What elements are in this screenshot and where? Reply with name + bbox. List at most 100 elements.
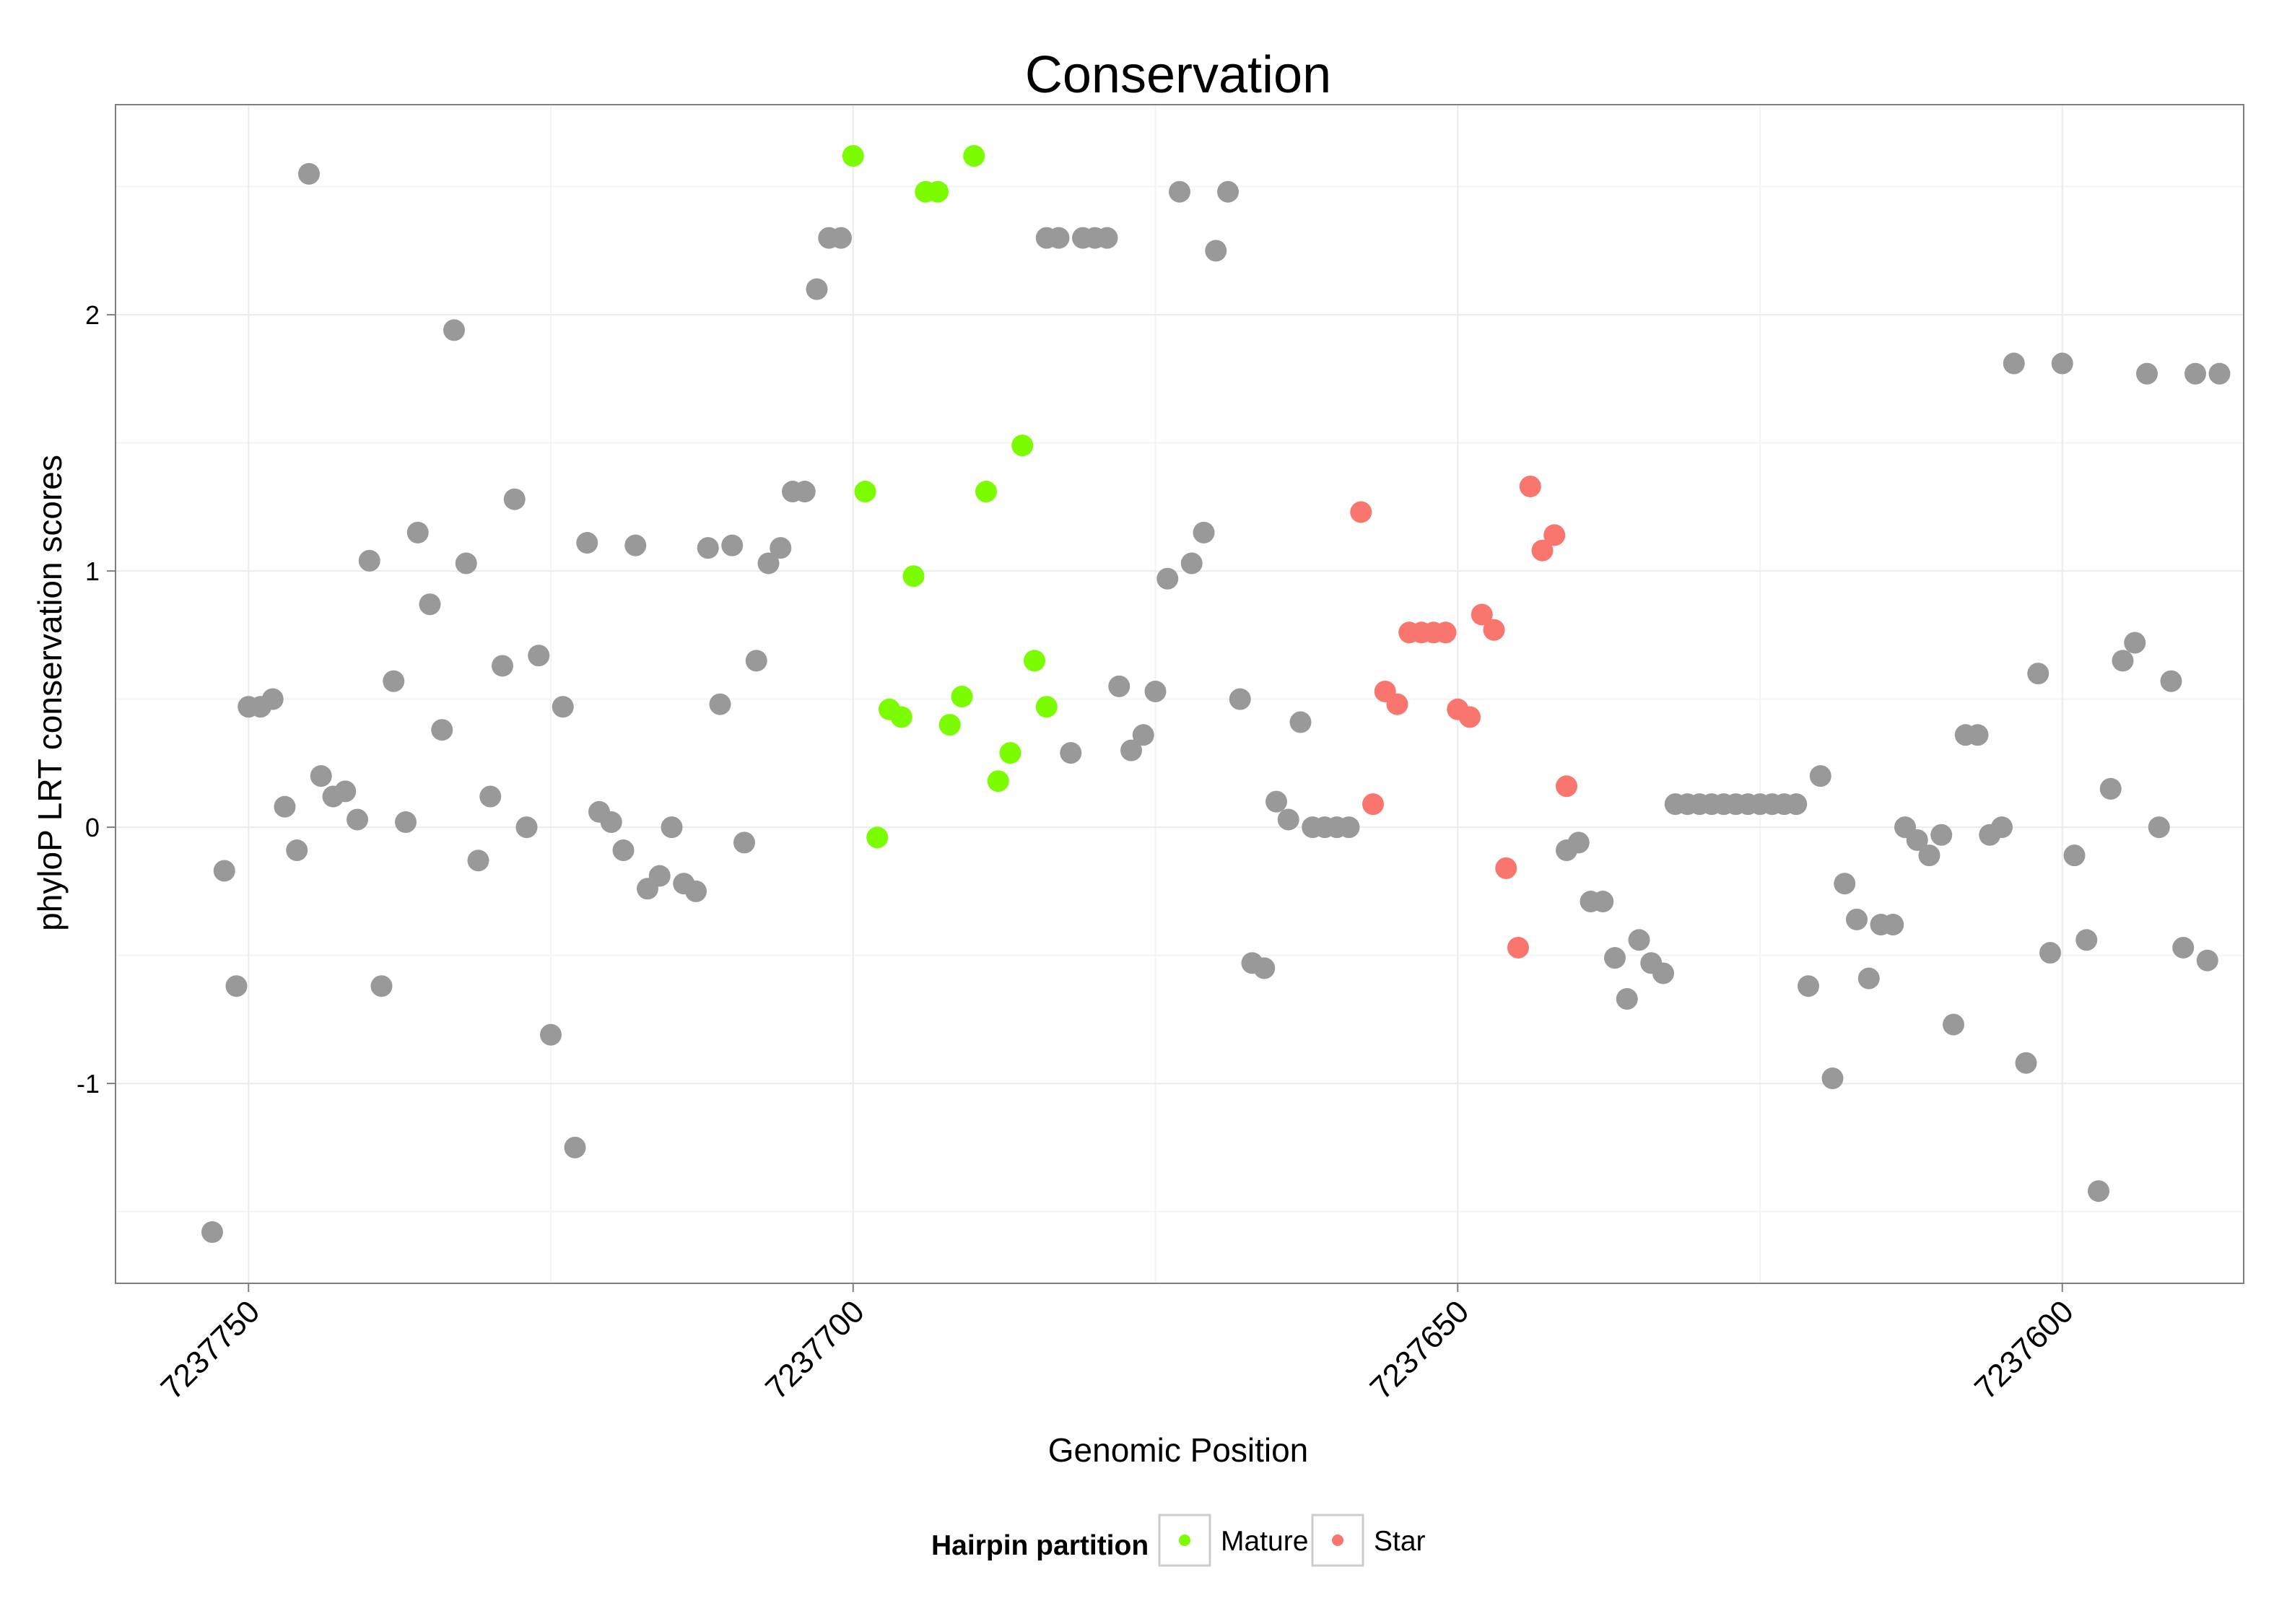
- data-point-other: [1846, 908, 1868, 930]
- data-point-other: [1096, 227, 1118, 249]
- data-point-other: [1156, 567, 1179, 590]
- data-point-star: [1386, 693, 1408, 715]
- data-point-other: [2003, 352, 2025, 375]
- data-point-other: [2063, 844, 2086, 867]
- data-point-other: [1930, 824, 1953, 846]
- data-point-mature: [1024, 650, 1045, 672]
- data-point-other: [576, 532, 598, 554]
- data-point-mature: [951, 686, 973, 708]
- data-point-other: [1809, 765, 1831, 787]
- legend-key-star: [1332, 1534, 1343, 1546]
- legend-label-star: Star: [1374, 1526, 1426, 1557]
- data-point-other: [564, 1136, 586, 1158]
- data-point-other: [709, 693, 731, 715]
- data-point-other: [733, 831, 755, 854]
- data-point-other: [2027, 663, 2049, 685]
- data-point-other: [1060, 742, 1082, 764]
- data-point-other: [1785, 793, 1808, 816]
- data-point-other: [661, 816, 683, 839]
- data-point-other: [1628, 929, 1650, 951]
- data-point-other: [2075, 929, 2098, 951]
- data-point-other: [793, 481, 816, 503]
- data-point-other: [2051, 352, 2073, 375]
- data-point-other: [528, 645, 550, 667]
- data-point-mature: [866, 826, 889, 849]
- data-point-other: [1906, 829, 1928, 851]
- data-point-other: [503, 488, 526, 510]
- data-point-other: [455, 552, 477, 575]
- data-point-star: [1507, 936, 1529, 959]
- data-point-other: [298, 162, 320, 185]
- data-point-other: [1265, 790, 1287, 813]
- data-point-other: [2099, 777, 2122, 800]
- data-point-other: [479, 785, 502, 808]
- data-point-other: [443, 319, 465, 341]
- data-point-mature: [1035, 696, 1058, 718]
- data-point-mature: [927, 180, 949, 203]
- data-point-star: [1459, 706, 1481, 728]
- data-point-other: [1616, 987, 1638, 1010]
- data-point-star: [1519, 475, 1541, 497]
- data-point-mature: [987, 770, 1009, 793]
- legend: Hairpin partition Mature Star: [931, 1514, 1426, 1567]
- data-point-other: [358, 549, 380, 572]
- data-point-other: [1169, 180, 1190, 203]
- data-point-other: [1120, 739, 1142, 761]
- data-point-other: [274, 795, 296, 818]
- data-point-mature: [975, 481, 997, 503]
- data-point-other: [370, 975, 393, 997]
- data-point-other: [685, 880, 707, 902]
- data-point-star: [1362, 793, 1384, 816]
- chart-title: Conservation: [1025, 46, 1331, 104]
- data-point-star: [1556, 775, 1577, 798]
- data-point-mature: [902, 565, 925, 588]
- panel-border: [115, 104, 2244, 1284]
- data-point-other: [515, 816, 538, 839]
- data-point-star: [1495, 857, 1517, 879]
- x-axis-label: Genomic Position: [1048, 1431, 1309, 1469]
- data-point-other: [286, 839, 308, 862]
- data-point-other: [395, 811, 417, 833]
- data-point-other: [201, 1221, 223, 1243]
- data-point-other: [1338, 816, 1360, 839]
- data-point-other: [2196, 949, 2218, 972]
- data-point-other: [467, 850, 489, 872]
- data-point-other: [757, 552, 780, 575]
- data-point-other: [334, 780, 357, 803]
- data-point-other: [721, 534, 744, 556]
- data-point-other: [1834, 873, 1856, 895]
- data-point-other: [1253, 957, 1276, 979]
- data-point-other: [1857, 967, 1880, 990]
- data-point-other: [770, 537, 792, 559]
- data-point-other: [1592, 891, 1614, 913]
- data-point-other: [2148, 816, 2170, 839]
- data-point-other: [612, 839, 635, 862]
- data-point-other: [2208, 362, 2231, 385]
- data-point-other: [347, 808, 368, 831]
- data-point-mature: [842, 145, 864, 167]
- data-point-star: [1483, 619, 1505, 641]
- data-point-mature: [890, 706, 912, 728]
- data-point-other: [806, 278, 828, 300]
- data-point-other: [830, 227, 852, 249]
- data-point-other: [2136, 362, 2158, 385]
- data-point-mature: [963, 145, 985, 167]
- data-point-other: [1882, 914, 1904, 935]
- data-point-other: [1918, 844, 1940, 867]
- data-point-other: [1108, 675, 1131, 697]
- data-point-other: [213, 860, 235, 882]
- data-point-other: [1821, 1068, 1844, 1089]
- data-point-other: [225, 975, 248, 997]
- data-point-other: [600, 811, 622, 833]
- data-point-other: [1604, 947, 1626, 969]
- legend-title: Hairpin partition: [931, 1530, 1149, 1561]
- data-point-other: [1652, 962, 1674, 985]
- data-point-other: [745, 650, 767, 672]
- data-point-other: [2124, 632, 2146, 654]
- y-tick-label: -1: [77, 1069, 100, 1099]
- data-point-star: [1434, 621, 1457, 644]
- data-point-other: [1132, 724, 1154, 746]
